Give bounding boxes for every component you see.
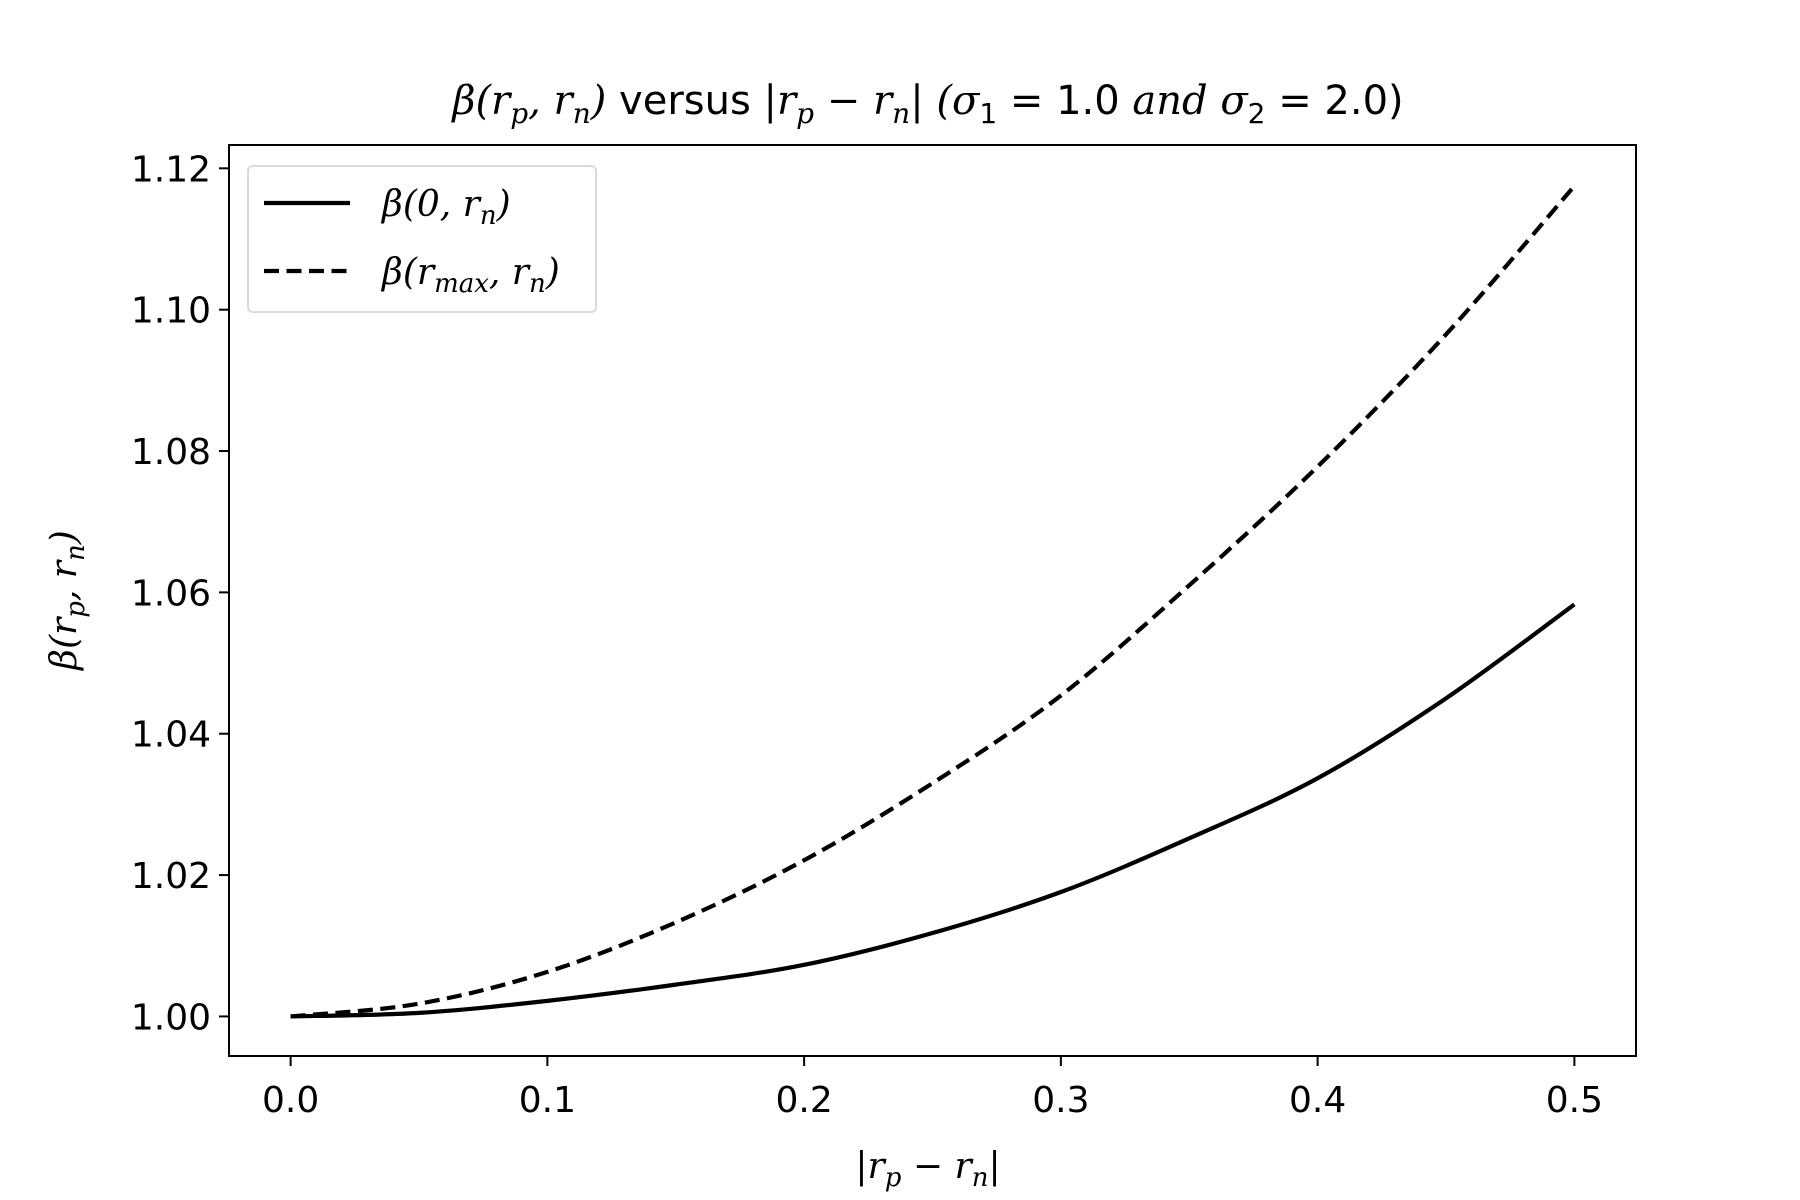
title-comma-r: , r (528, 78, 575, 124)
y-axis-label: β(rp, rn) (44, 530, 91, 672)
legend2-args: (r (403, 252, 436, 293)
title-sub-n2: n (892, 97, 910, 130)
legend-label-beta-0: β(0, rn) (380, 184, 511, 231)
title-sub-n: n (573, 97, 591, 130)
title-open-sigma: (σ (924, 78, 981, 124)
x-tick-label-0-3: 0.3 (1032, 1080, 1089, 1121)
ylabel-comma-r: , r (44, 559, 85, 601)
title-eq-2: = 2.0) (1265, 78, 1403, 124)
legend1-args: (0, r (403, 184, 482, 225)
title-args: (r (475, 78, 513, 124)
x-tick-label-0-0: 0.0 (262, 1080, 319, 1121)
y-axis: 1.00 1.02 1.04 1.06 1.08 1.10 1.12 (131, 149, 229, 1038)
title-eq-1: = 1.0 (997, 78, 1120, 124)
xlabel-bar-r: |r (855, 1146, 886, 1187)
ylabel-args: (r (44, 616, 85, 649)
title-sub-1: 1 (979, 97, 997, 130)
y-tick-label-1-08: 1.08 (131, 432, 211, 473)
title-bar-r: |r (764, 78, 799, 124)
xlabel-bar-close: | (988, 1146, 1000, 1187)
x-axis-label: |rp − rn| (855, 1146, 1000, 1193)
title-sub-p: p (510, 97, 528, 130)
title-and-sigma: and σ (1120, 78, 1250, 124)
title-close: ) (590, 78, 607, 124)
ylabel-sub-n: n (61, 544, 91, 561)
x-tick-label-0-1: 0.1 (519, 1080, 576, 1121)
y-tick-label-1-12: 1.12 (131, 149, 211, 190)
ylabel-beta: β (44, 649, 85, 672)
chart-title: β(rp, rn) versus |rp − rn| (σ1 = 1.0 and… (450, 78, 1403, 130)
title-versus: versus (606, 78, 763, 124)
x-tick-label-0-2: 0.2 (775, 1080, 832, 1121)
legend1-sub: n (480, 201, 497, 231)
y-tick-label-1-04: 1.04 (131, 715, 211, 756)
y-tick-label-1-02: 1.02 (131, 856, 211, 897)
legend2-comma-r: , r (489, 252, 531, 293)
x-axis: 0.0 0.1 0.2 0.3 0.4 0.5 (262, 1056, 1603, 1121)
title-bar-close: | (910, 78, 923, 124)
series-line-beta-rmax (290, 184, 1576, 1019)
ylabel-close: ) (44, 530, 85, 545)
ylabel-sub-p: p (61, 601, 91, 618)
legend2-beta: β (380, 252, 403, 293)
plot-area-frame (228, 144, 1637, 1057)
title-beta: β (450, 78, 475, 124)
xlabel-sub-n: n (972, 1163, 989, 1193)
y-tick-label-1-06: 1.06 (131, 573, 211, 614)
xlabel-minus-r: − r (901, 1146, 973, 1187)
legend2-close: ) (545, 252, 560, 293)
x-tick-label-0-5: 0.5 (1546, 1080, 1603, 1121)
title-sub-2: 2 (1248, 97, 1266, 130)
title-sub-p2: p (796, 97, 814, 130)
xlabel-sub-p: p (885, 1163, 902, 1193)
legend-label-beta-rmax: β(rmax, rn) (380, 252, 560, 299)
x-tick-label-0-4: 0.4 (1289, 1080, 1346, 1121)
title-minus-r: − r (814, 78, 895, 124)
legend1-close: ) (496, 184, 511, 225)
series-line-beta-0 (290, 602, 1576, 1019)
legend2-sub2: n (529, 269, 546, 299)
y-tick-label-1-10: 1.10 (131, 291, 211, 332)
legend2-sub: max (434, 269, 489, 299)
y-tick-label-1-00: 1.00 (131, 997, 211, 1038)
legend: β(0, rn) β(rmax, rn) (247, 165, 597, 313)
legend1-beta: β (380, 184, 403, 225)
